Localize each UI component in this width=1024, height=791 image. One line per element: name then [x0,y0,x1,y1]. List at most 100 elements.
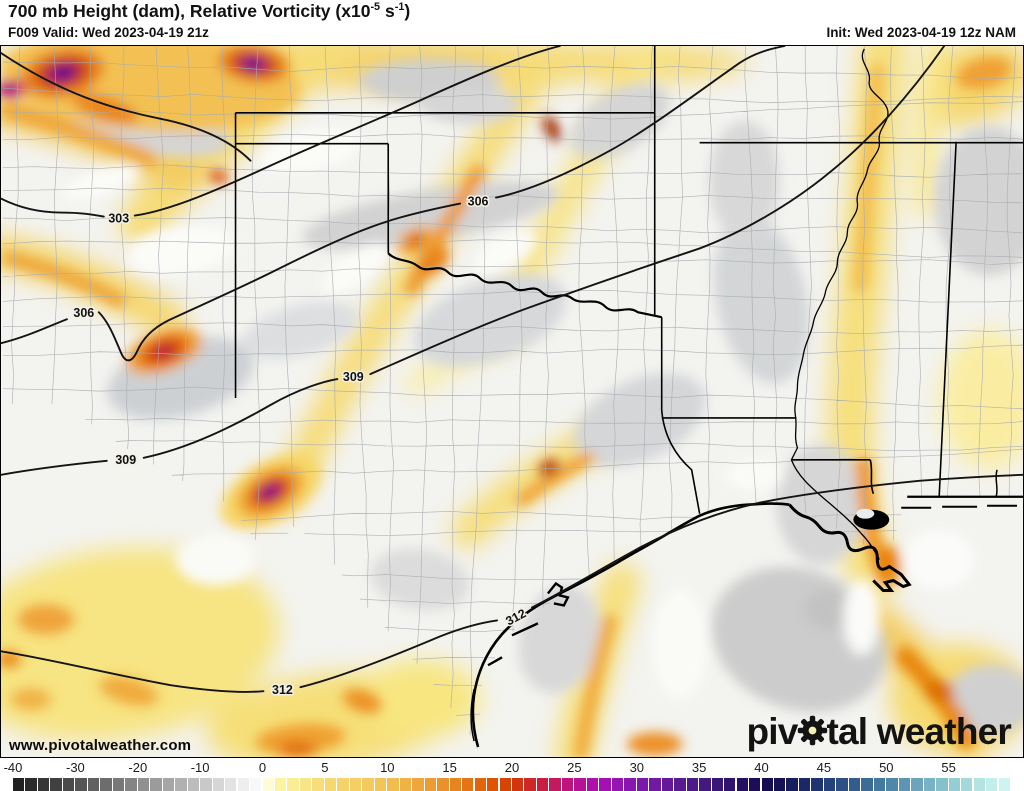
colorbar-cell [961,778,973,791]
colorbar-cell [536,778,549,791]
colorbar-cell [175,778,187,791]
colorbar-cell [686,778,699,791]
colorbar-cell [125,778,137,791]
colorbar-cell [998,778,1010,791]
colorbar-cell [786,778,798,791]
colorbar-cell [399,778,412,791]
colorbar-cell [437,778,449,791]
colorbar-cell [873,778,886,791]
colorbar-cell [13,778,25,791]
map-panel: 303 306 306 309 309 312 312 www.pivotalweather… [0,45,1024,758]
colorbar-cell [886,778,898,791]
colorbar-cell [237,778,249,791]
colorbar-cell [212,778,224,791]
colorbar-cell [100,778,112,791]
colorbar-cell [250,778,262,791]
colorbar-cell [848,778,861,791]
colorbar-cell [599,778,611,791]
colorbar-tick: 45 [816,760,832,775]
colorbar-tick: 15 [442,760,457,775]
colorbar-cell [711,778,723,791]
colorbar-cell [487,778,499,791]
header: 700 mb Height (dam), Relative Vorticity … [0,0,1024,45]
colorbar-cell [773,778,786,791]
colorbar-tick: 5 [321,760,329,775]
colorbar-cell [749,778,761,791]
colorbar-cell [274,778,287,791]
height-contours [1,46,1023,693]
colorbar-tick: 35 [691,760,707,775]
colorbar-cell [973,778,985,791]
colorbar-tick: -20 [128,760,148,775]
colorbar-tick: 0 [258,760,267,775]
init-time-label: Init: Wed 2023-04-19 12z NAM [826,25,1016,40]
colorbar-tick: 40 [754,760,769,775]
colorbar-cell [287,778,299,791]
colorbar-tick: -40 [3,760,23,775]
colorbar-cell [374,778,387,791]
colorbar-cell [150,778,162,791]
gear-icon [797,715,828,752]
colorbar-cell [387,778,399,791]
valid-time-label: F009 Valid: Wed 2023-04-19 21z [8,25,209,40]
colorbar-cell [512,778,524,791]
lake-pontchartrain-water [856,508,875,519]
page-title: 700 mb Height (dam), Relative Vorticity … [8,1,411,21]
colorbar-cell [499,778,511,791]
colorbar-cell [923,778,936,791]
colorbar-cell [549,778,561,791]
colorbar-cell [574,778,586,791]
contour-label: 309 [115,453,136,467]
colorbar-cell [299,778,312,791]
colorbar-cell [986,778,998,791]
colorbar-cell [112,778,125,791]
colorbar-cell [412,778,424,791]
pivotal-weather-logo: piv tal weat [746,711,1011,752]
colorbar-cell [349,778,362,791]
colorbar-cell [37,778,50,791]
contour-label: 306 [468,195,489,209]
watermark-url: www.pivotalweather.com [9,737,192,754]
colorbar-cell [736,778,748,791]
colorbar-cell [811,778,823,791]
colorbar-cell [474,778,486,791]
colorbar-cell [462,778,474,791]
colorbar-tick: -10 [190,760,210,775]
colorbar-cell [137,778,150,791]
colorbar-cell [162,778,175,791]
colorbar-cell [649,778,661,791]
coastline [470,469,1023,748]
contour-label: 303 [108,212,129,226]
logo-text-post: tal weather [826,711,1012,752]
contour-label: 309 [343,370,364,384]
colorbar-tick: 25 [567,760,582,775]
colorbar-tick: 30 [629,760,645,775]
colorbar-cell [25,778,37,791]
colorbar-cell [362,778,374,791]
colorbar-cell [674,778,686,791]
state-borders [234,46,1023,514]
colorbar-tick: 55 [941,760,956,775]
colorbar-cell [524,778,536,791]
colorbar-cell [611,778,624,791]
contour-label: 312 [272,683,293,697]
colorbar-cell [861,778,873,791]
colorbar-cell [724,778,736,791]
mississippi-river [790,48,889,560]
colorbar-cell [798,778,811,791]
colorbar-cell [337,778,349,791]
contour-label: 306 [73,306,94,320]
colorbar-cell [586,778,599,791]
colorbar-cell [823,778,836,791]
colorbar-cell [836,778,848,791]
colorbar-footer: -40 -30 -20 -10 0 5 10 15 20 25 30 35 40 45 50 55 [0,758,1024,791]
colorbar-cell [936,778,948,791]
colorbar-cell [225,778,237,791]
colorbar-cell [661,778,674,791]
colorbar-cell [449,778,461,791]
colorbar-cell [761,778,773,791]
colorbar-cell [636,778,649,791]
